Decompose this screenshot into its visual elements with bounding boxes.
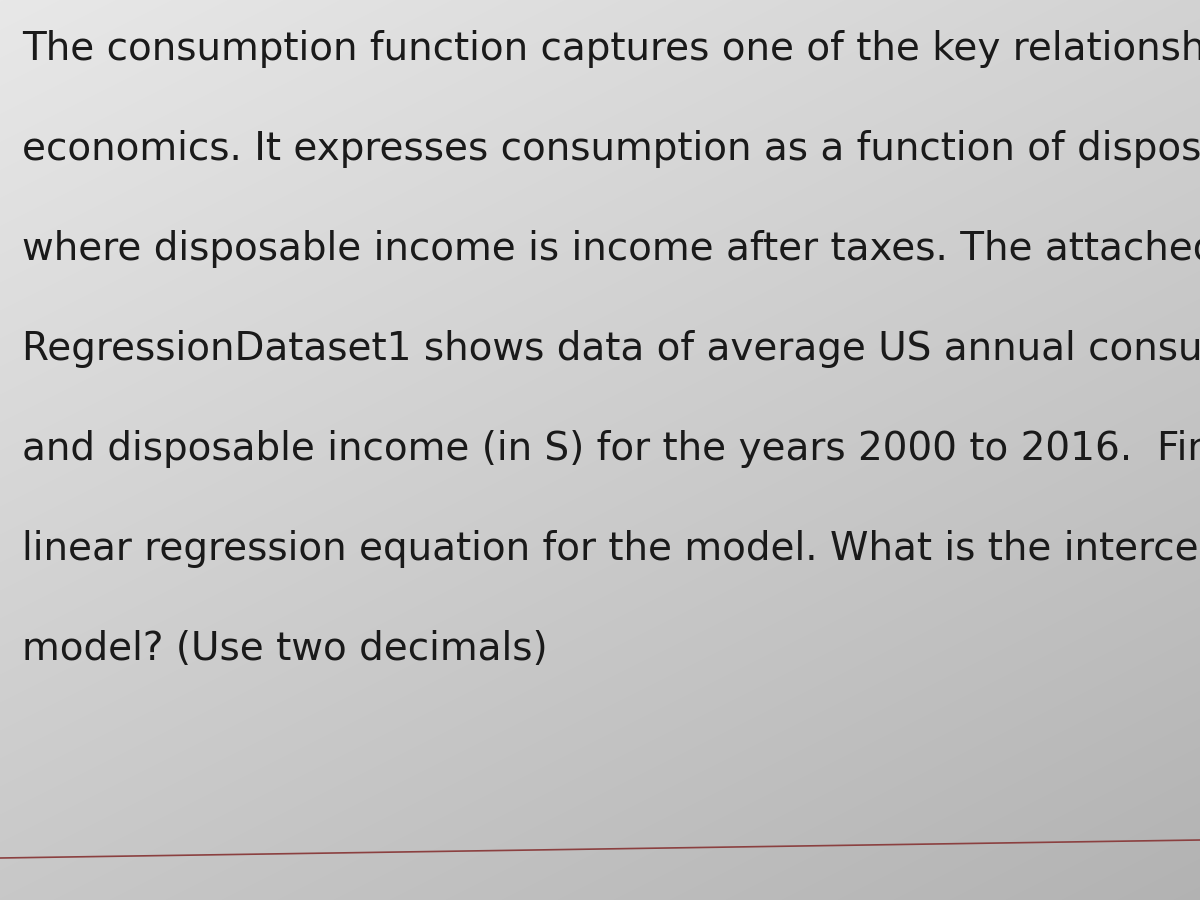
Text: economics. It expresses consumption as a function of disposal income,: economics. It expresses consumption as a… — [22, 130, 1200, 168]
Text: RegressionDataset1 shows data of average US annual consumption (in S): RegressionDataset1 shows data of average… — [22, 330, 1200, 368]
Text: model? (Use two decimals): model? (Use two decimals) — [22, 630, 547, 668]
Text: linear regression equation for the model. What is the intercept of the: linear regression equation for the model… — [22, 530, 1200, 568]
Text: The consumption function captures one of the key relationships in: The consumption function captures one of… — [22, 30, 1200, 68]
Text: where disposable income is income after taxes. The attached file: where disposable income is income after … — [22, 230, 1200, 268]
Text: and disposable income (in S) for the years 2000 to 2016.  Find the sample: and disposable income (in S) for the yea… — [22, 430, 1200, 468]
